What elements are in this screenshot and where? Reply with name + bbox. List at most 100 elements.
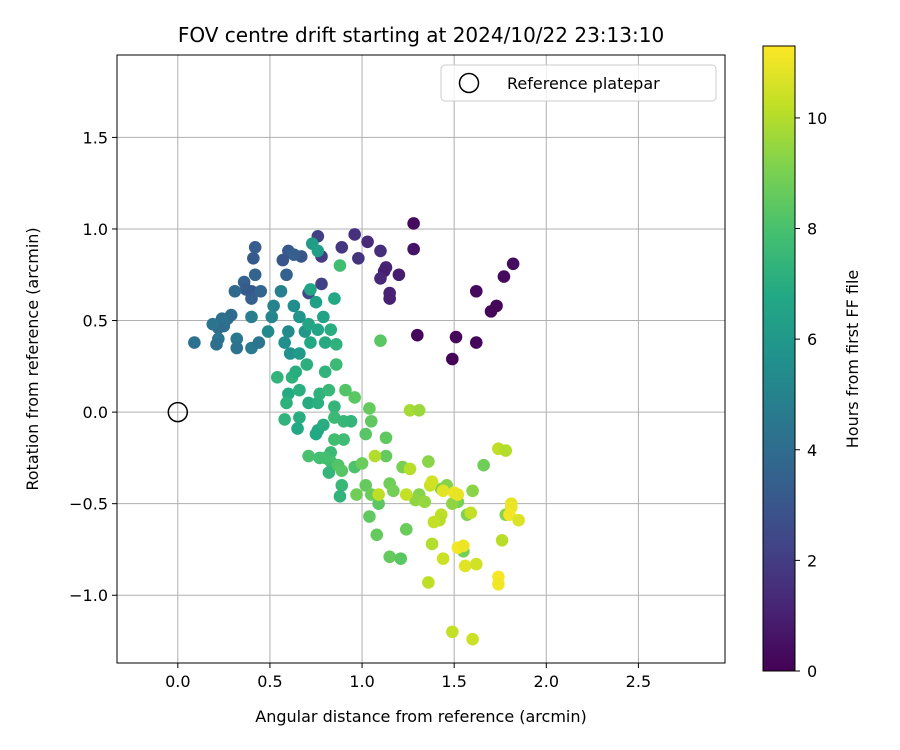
data-point: [469, 557, 483, 571]
x-axis: 0.0 0.5 1.0 1.5 2.0 2.5: [165, 663, 651, 691]
data-point: [379, 431, 393, 445]
data-point: [446, 625, 459, 639]
data-point: [427, 515, 441, 529]
colorbar-frame: [762, 45, 796, 672]
data-point: [412, 403, 426, 417]
data-point: [230, 341, 244, 355]
data-point: [311, 323, 325, 336]
data-point: [335, 479, 349, 492]
data-point: [252, 336, 266, 349]
colorbar-tick-label: 8: [807, 220, 817, 239]
x-tick-label: 0.0: [165, 672, 190, 691]
colorbar-tick-label: 2: [807, 551, 817, 570]
colorbar: 0 2 4 6 8 10 Hours from first FF file: [762, 45, 862, 681]
legend-marker-open-circle: [458, 72, 480, 94]
data-point: [302, 396, 315, 410]
data-point: [466, 484, 479, 498]
data-point: [458, 559, 472, 573]
data-point: [403, 403, 417, 417]
data-point: [280, 268, 293, 282]
colorbar-tick-label: 6: [807, 330, 817, 349]
data-point: [278, 336, 291, 349]
data-point: [333, 259, 347, 272]
data-point: [449, 330, 463, 344]
data-point: [254, 284, 268, 298]
data-point: [287, 299, 301, 313]
data-point: [352, 251, 365, 265]
data-point: [188, 336, 201, 349]
data-point: [422, 576, 435, 589]
data-point: [293, 383, 306, 397]
data-point: [364, 414, 378, 428]
legend-label: Reference platepar: [507, 74, 660, 93]
x-tick-label: 2.5: [626, 672, 651, 691]
y-axis-label: Rotation from reference (arcmin): [23, 227, 42, 490]
data-point: [322, 383, 336, 397]
data-point: [425, 475, 439, 488]
data-point: [490, 299, 503, 313]
data-point: [328, 292, 341, 305]
data-point: [302, 317, 315, 331]
data-point: [464, 506, 478, 520]
data-point: [425, 537, 439, 551]
data-point: [291, 422, 304, 435]
data-point: [328, 433, 341, 446]
data-point: [206, 317, 220, 331]
colorbar-gradient: [763, 46, 795, 671]
data-point: [446, 497, 459, 510]
data-point: [492, 577, 505, 591]
data-point: [317, 310, 330, 324]
data-point: [344, 414, 358, 428]
data-point: [311, 244, 325, 258]
data-point: [329, 358, 343, 371]
data-point: [248, 240, 262, 254]
data-point: [318, 336, 332, 349]
data-point: [469, 336, 483, 349]
data-point: [436, 484, 450, 498]
data-point: [497, 270, 511, 283]
data-point: [302, 449, 315, 463]
data-point: [274, 284, 288, 298]
data-point: [368, 449, 382, 463]
x-tick-label: 1.5: [441, 672, 466, 691]
data-point: [267, 299, 280, 313]
data-point: [265, 310, 279, 324]
data-point: [293, 310, 306, 324]
data-point: [374, 244, 387, 258]
data-point: [335, 464, 349, 478]
reference-platepar-marker: [167, 401, 189, 423]
colorbar-tick-label: 0: [807, 662, 817, 681]
data-point: [287, 248, 301, 261]
data-point: [407, 217, 420, 230]
x-tick-label: 0.5: [257, 672, 282, 691]
data-point: [300, 358, 314, 371]
data-point: [333, 490, 347, 503]
data-point: [304, 283, 317, 296]
grid: [117, 55, 725, 663]
chart-title: FOV centre drift starting at 2024/10/22 …: [178, 23, 664, 47]
y-tick-label: 1.5: [83, 128, 108, 147]
data-point: [418, 495, 431, 509]
y-tick-label: 0.0: [83, 403, 108, 422]
data-point: [379, 449, 393, 463]
data-point: [363, 510, 376, 523]
data-point: [372, 497, 385, 510]
legend-box: [440, 64, 717, 102]
plot-frame: [116, 54, 726, 664]
data-point: [282, 325, 295, 338]
data-point: [315, 277, 328, 291]
data-point: [313, 451, 326, 465]
data-point: [304, 336, 317, 349]
data-point: [387, 484, 400, 498]
data-point: [245, 310, 258, 324]
data-point: [370, 528, 384, 542]
data-point: [469, 284, 483, 298]
y-tick-label: 0.5: [83, 312, 108, 331]
data-point: [399, 523, 413, 536]
y-tick-label: −1.0: [69, 586, 108, 605]
x-tick-label: 1.0: [349, 672, 374, 691]
data-point: [359, 479, 373, 492]
data-point: [228, 284, 242, 298]
data-point: [293, 411, 306, 424]
data-point: [411, 328, 424, 342]
